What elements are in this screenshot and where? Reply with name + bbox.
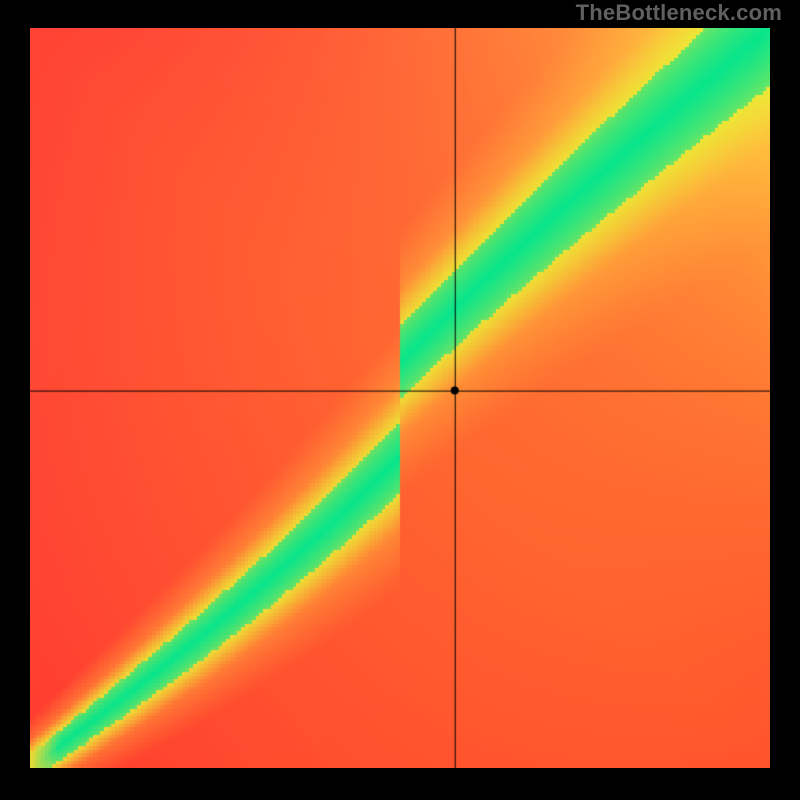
watermark-text: TheBottleneck.com <box>576 0 782 26</box>
root-container: TheBottleneck.com <box>0 0 800 800</box>
bottleneck-heatmap <box>30 28 770 768</box>
